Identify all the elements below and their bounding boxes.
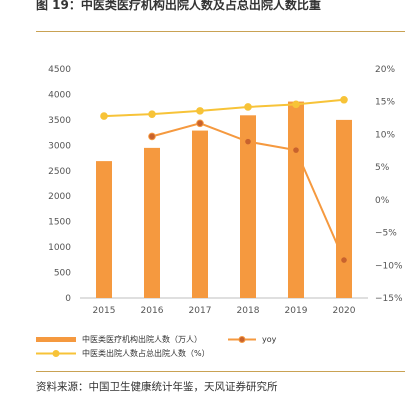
x-tick-label: 2016 xyxy=(141,306,164,316)
bar-2016 xyxy=(144,147,160,298)
yoy-point-2020 xyxy=(340,256,348,264)
bar-2017 xyxy=(192,130,208,298)
right-tick-label: 10% xyxy=(375,130,395,140)
share-point-2016 xyxy=(148,110,156,118)
left-tick-label: 3000 xyxy=(48,141,71,151)
bar-series xyxy=(96,101,352,299)
left-tick-label: 500 xyxy=(54,269,71,279)
left-tick-label: 4500 xyxy=(48,65,71,75)
share-point-2017 xyxy=(196,107,204,115)
yoy-point-2019 xyxy=(292,146,300,154)
yoy-point-2017 xyxy=(196,119,204,128)
legend-bar-swatch xyxy=(36,337,76,342)
bar-2015 xyxy=(96,161,112,298)
yoy-point-2016 xyxy=(148,132,156,141)
share-series xyxy=(100,95,348,120)
right-axis-ticks: −15% −10% −5% 0% 5% 10% 15% 20% xyxy=(375,65,403,304)
left-tick-label: 0 xyxy=(65,294,71,304)
title-divider xyxy=(36,31,405,32)
left-tick-label: 2000 xyxy=(48,192,71,202)
left-tick-label: 1500 xyxy=(48,218,71,228)
figure-title: 图 19：中医类医疗机构出院人数及占总出院人数比重 xyxy=(36,0,321,12)
share-point-2018 xyxy=(244,103,252,111)
right-tick-label: −10% xyxy=(375,261,403,271)
bar-2020 xyxy=(336,119,352,298)
left-tick-label: 1000 xyxy=(48,243,71,253)
legend-yoy-marker xyxy=(238,336,246,343)
x-tick-label: 2019 xyxy=(285,306,308,316)
left-tick-label: 3500 xyxy=(48,116,71,126)
left-tick-label: 4000 xyxy=(48,90,71,100)
source-note: 资料来源：中国卫生健康统计年鉴，天风证券研究所 xyxy=(36,381,278,393)
right-tick-label: −15% xyxy=(375,294,403,304)
x-axis-ticks: 2015 2016 2017 2018 2019 2020 xyxy=(93,306,356,316)
x-tick-label: 2017 xyxy=(189,306,212,316)
x-tick-label: 2015 xyxy=(93,306,116,316)
share-point-2019 xyxy=(292,100,300,109)
legend-share-label: 中医类出院人数占总出院人数（%） xyxy=(82,348,210,358)
right-tick-label: 20% xyxy=(375,65,395,75)
yoy-point-2018 xyxy=(244,137,252,146)
right-tick-label: −5% xyxy=(375,229,397,239)
left-axis-ticks: 0 500 1000 1500 2000 2500 3000 3500 4000 4500 xyxy=(48,65,71,304)
yoy-series xyxy=(148,119,348,264)
right-tick-label: 5% xyxy=(375,163,390,173)
left-tick-label: 2500 xyxy=(48,167,71,177)
share-point-2020 xyxy=(340,95,348,104)
legend-bar-label: 中医类医疗机构出院人数（万人） xyxy=(82,334,202,344)
share-line xyxy=(103,98,345,118)
bar-2018 xyxy=(240,115,256,298)
legend-yoy-label: yoy xyxy=(262,335,277,344)
legend: 中医类医疗机构出院人数（万人） yoy 中医类出院人数占总出院人数（%） xyxy=(36,334,277,358)
right-tick-label: 0% xyxy=(375,196,390,206)
right-tick-label: 15% xyxy=(375,98,395,108)
source-divider xyxy=(36,371,405,372)
legend-share-marker xyxy=(52,350,60,357)
x-tick-label: 2020 xyxy=(333,306,356,316)
bar-2019 xyxy=(288,101,304,299)
share-point-2015 xyxy=(100,112,108,120)
x-tick-label: 2018 xyxy=(237,306,260,316)
